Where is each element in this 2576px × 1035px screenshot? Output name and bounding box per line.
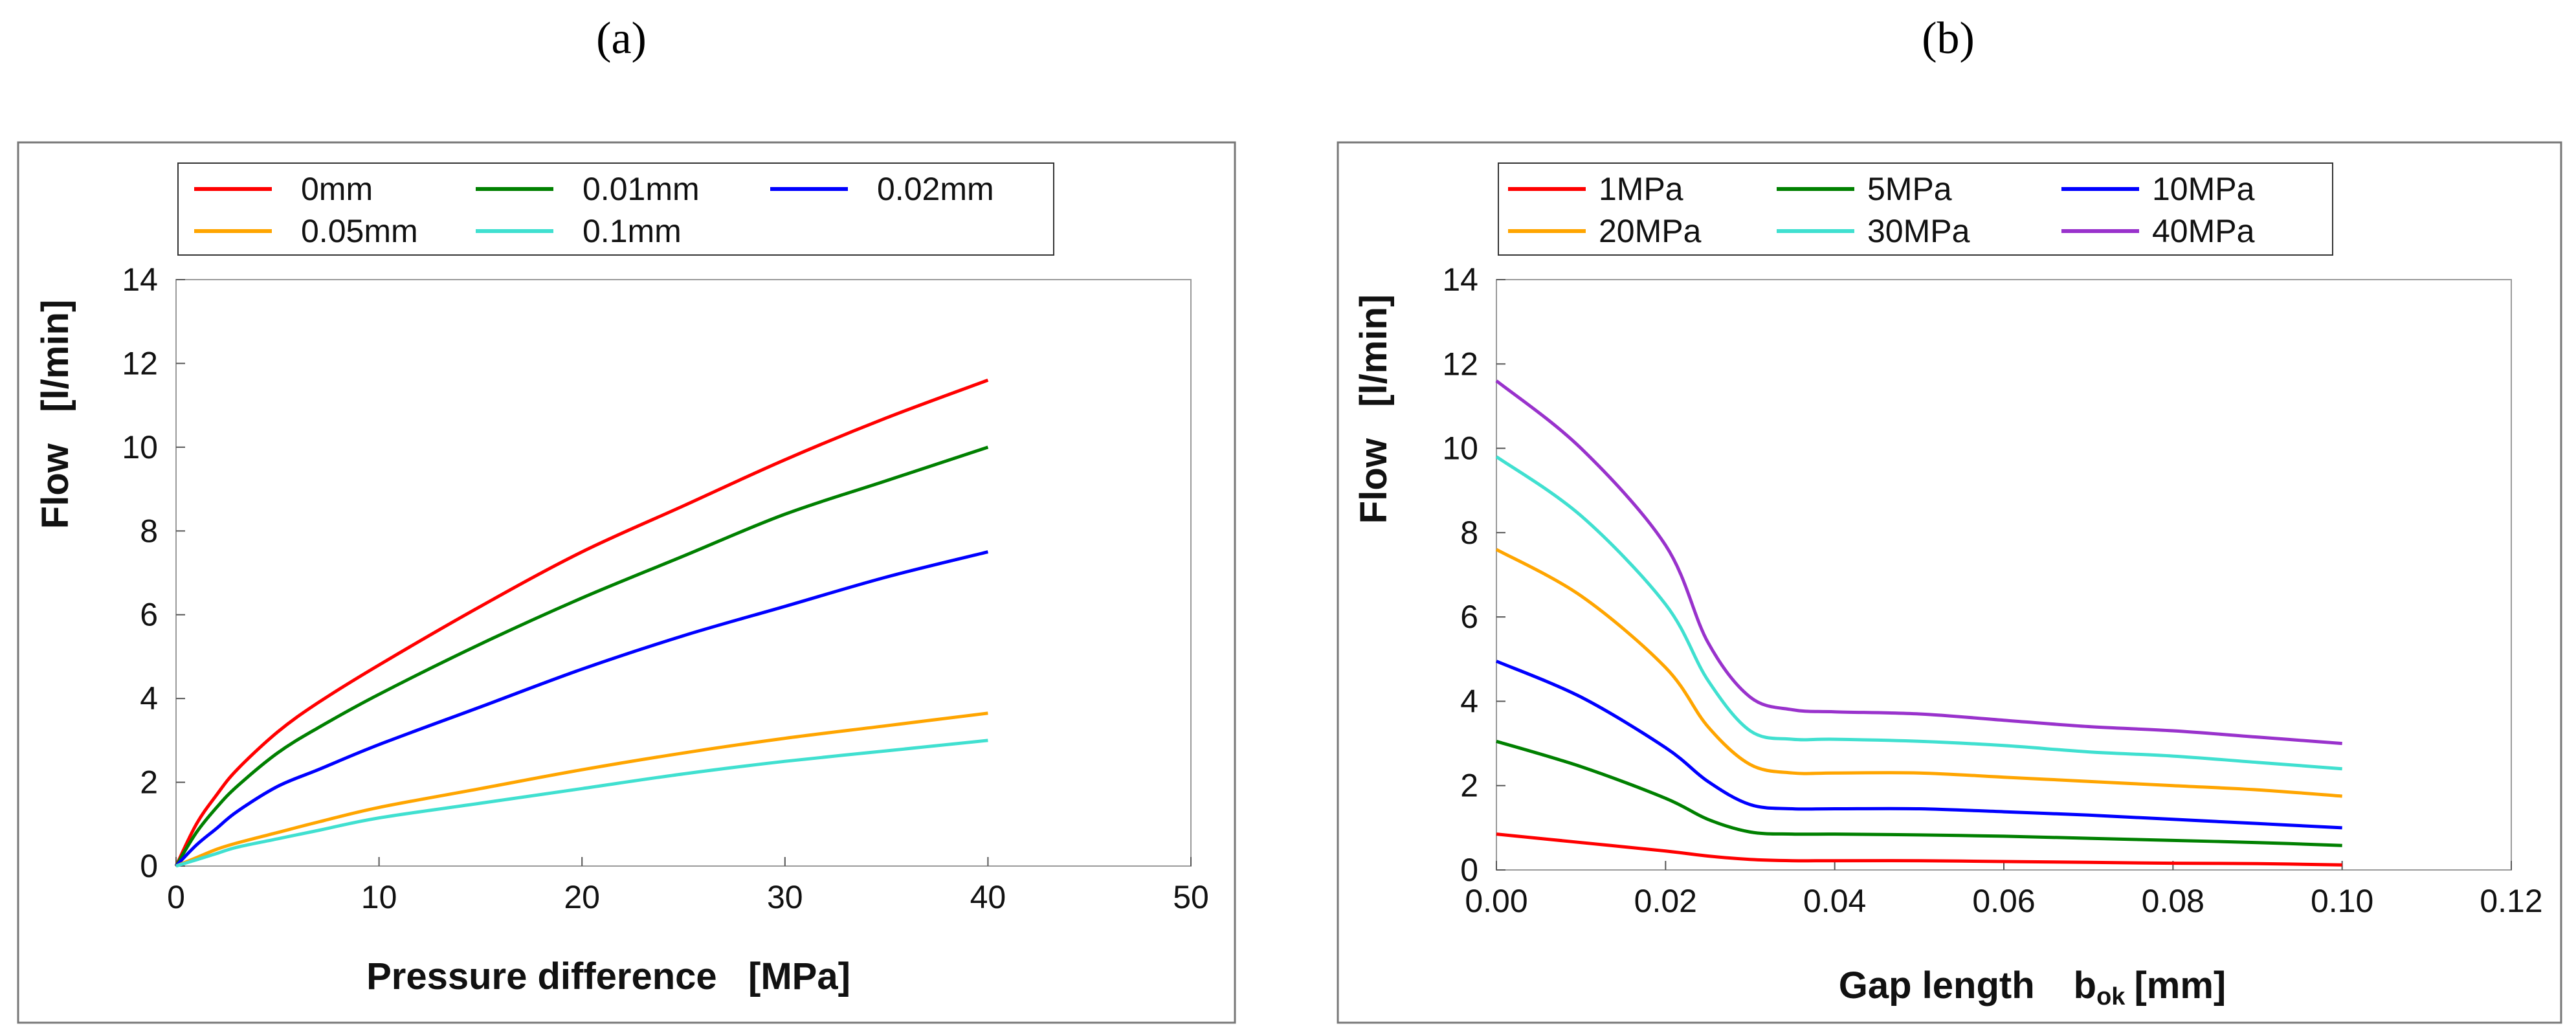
chart-a-legend-label: 0.02mm xyxy=(877,171,994,207)
chart-a-series-0.02mm xyxy=(175,550,989,867)
chart-b-lines xyxy=(1495,379,2342,867)
chart-a-x-tick-label: 30 xyxy=(767,879,803,915)
panel-b-frame xyxy=(1337,141,2562,1024)
chart-a-x-tick-label: 0 xyxy=(167,879,185,915)
chart-b-y-axis-title: Flow [l/min] xyxy=(1353,295,1395,524)
chart-b-y-tick-label: 8 xyxy=(1460,515,1478,551)
chart-b-x-axis-var: b xyxy=(2074,964,2096,1007)
chart-b-x-axis-title: Gap length bok [mm] xyxy=(1839,964,2226,1010)
chart-b-legend-label: 30MPa xyxy=(1867,213,1970,249)
chart-a-series-0.1mm xyxy=(175,739,988,868)
chart-a-series-0.01mm xyxy=(174,445,989,867)
chart-b-legend-label: 5MPa xyxy=(1867,171,1952,207)
chart-a-series-0.05mm xyxy=(175,711,988,868)
chart-b-ticks: 0.00 0.02 0.04 0.06 0.08 0.10 0.12 0 2 4 6 8 10 12 14 xyxy=(1442,262,2542,919)
chart-a-y-tick-label: 6 xyxy=(140,597,158,633)
chart-a-legend: 0mm 0.01mm 0.02mm 0.05mm 0.1mm xyxy=(177,162,1054,256)
chart-b-x-tick-label: 0.02 xyxy=(1634,883,1697,919)
chart-a-x-axis-title: Pressure difference [MPa] xyxy=(366,955,850,997)
chart-a-series-0mm xyxy=(174,378,989,867)
chart-b-x-axis-unit: [mm] xyxy=(2134,964,2226,1007)
chart-b-series-10MPa xyxy=(1496,660,2342,830)
chart-a-y-tick-label: 12 xyxy=(122,345,158,381)
chart-a-y-tick-label: 8 xyxy=(140,513,158,549)
chart-a-y-axis-title: Flow [l/min] xyxy=(34,300,76,529)
chart-a-plot-area xyxy=(175,279,1192,867)
chart-a-y-tick-label: 2 xyxy=(140,764,158,801)
chart-a: 0 10 20 30 40 50 0 2 4 6 8 10 12 14 Pressure differen… xyxy=(34,162,1209,997)
chart-b-series-30MPa xyxy=(1495,455,2342,771)
chart-a-x-tick-label: 20 xyxy=(564,879,600,915)
chart-b-legend-box xyxy=(1498,162,2333,256)
chart-a-x-tick-label: 50 xyxy=(1173,879,1209,915)
chart-a-lines xyxy=(174,378,989,868)
chart-b-y-tick-label: 10 xyxy=(1442,430,1478,467)
chart-a-legend-label: 0.1mm xyxy=(583,213,682,249)
chart-b-series-20MPa xyxy=(1495,548,2342,798)
chart-b-x-axis-subscript: ok xyxy=(2096,983,2126,1010)
chart-a-legend-label: 0.01mm xyxy=(583,171,700,207)
chart-b-x-axis-title-text: Gap length xyxy=(1839,964,2035,1007)
chart-a-x-tick-label: 40 xyxy=(970,879,1006,915)
chart-a-y-tick-label: 14 xyxy=(122,262,158,298)
panel-a-frame xyxy=(17,141,1236,1024)
chart-b-y-tick-label: 2 xyxy=(1460,768,1478,804)
chart-a-x-tick-label: 10 xyxy=(361,879,397,915)
chart-a-legend-box xyxy=(177,162,1054,256)
chart-b-legend-label: 40MPa xyxy=(2152,213,2255,249)
chart-b-y-tick-label: 14 xyxy=(1442,262,1478,298)
chart-b-y-tick-label: 12 xyxy=(1442,346,1478,382)
chart-a-legend-label: 0mm xyxy=(301,171,373,207)
chart-b-series-40MPa xyxy=(1495,379,2342,746)
chart-b-legend: 1MPa 5MPa 10MPa 20MPa 30MPa 40MPa xyxy=(1498,162,2333,256)
chart-a-y-tick-label: 0 xyxy=(140,848,158,884)
chart-b-x-tick-label: 0.08 xyxy=(2142,883,2204,919)
chart-b-y-tick-label: 0 xyxy=(1460,852,1478,888)
panel-label-b: (b) xyxy=(1922,14,1975,63)
chart-a-y-tick-label: 10 xyxy=(122,429,158,465)
chart-b: 0.00 0.02 0.04 0.06 0.08 0.10 0.1202468101214 … xyxy=(1353,162,2543,1010)
chart-b-series-5MPa xyxy=(1496,739,2342,847)
chart-b-x-tick-label: 0.10 xyxy=(2311,883,2373,919)
chart-a-legend-label: 0.05mm xyxy=(301,213,418,249)
chart-b-x-tick-label: 0.04 xyxy=(1803,883,1866,919)
chart-b-y-tick-label: 6 xyxy=(1460,599,1478,635)
chart-b-legend-label: 20MPa xyxy=(1599,213,1702,249)
chart-b-series-1MPa xyxy=(1496,832,2342,867)
chart-b-x-tick-label: 0.06 xyxy=(1972,883,2035,919)
panel-label-a: (a) xyxy=(596,14,647,63)
chart-b-y-tick-label: 4 xyxy=(1460,683,1478,719)
chart-b-x-tick-label: 0.00 xyxy=(1465,883,1527,919)
chart-a-y-tick-label: 4 xyxy=(140,680,158,717)
chart-b-legend-label: 1MPa xyxy=(1599,171,1683,207)
chart-b-x-tick-label: 0.12 xyxy=(2480,883,2542,919)
chart-b-legend-label: 10MPa xyxy=(2152,171,2255,207)
chart-a-ticks: 0 10 20 30 40 50 0 2 4 6 8 10 12 14 xyxy=(122,262,1208,915)
